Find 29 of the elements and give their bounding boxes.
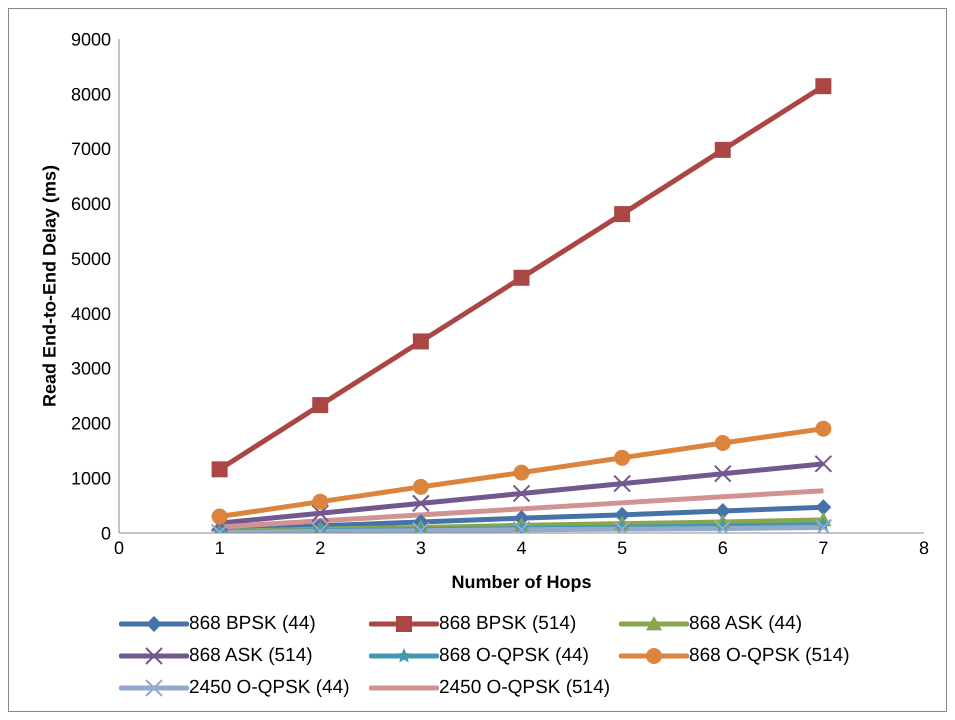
y-axis-title: Read End-to-End Delay (ms) [39,164,60,408]
legend-label: 868 ASK (44) [689,613,802,635]
y-tick-label: 8000 [70,84,111,104]
legend-label: 868 BPSK (44) [189,613,316,635]
legend-label: 868 O-QPSK (514) [689,645,850,667]
y-tick-label: 0 [100,523,111,544]
y-tick-label: 7000 [70,139,111,160]
y-tick-label: 9000 [70,29,111,50]
legend-label: 868 O-QPSK (44) [439,645,589,667]
x-tick-label: 7 [818,538,828,558]
y-tick-label: 3000 [70,358,111,379]
x-tick-label: 4 [516,538,527,558]
x-tick-label: 2 [315,538,326,558]
y-tick-label: 2000 [70,414,111,434]
x-tick-label: 6 [718,538,728,558]
x-tick-label: 1 [214,538,225,558]
y-tick-label: 5000 [70,248,111,269]
legend-label: 868 ASK (514) [189,645,313,667]
x-tick-label: 8 [918,538,930,558]
x-axis-title: Number of Hops [451,572,592,592]
y-tick-label: 6000 [70,194,111,214]
x-tick-label: 3 [416,538,426,558]
y-tick-label: 1000 [70,468,111,488]
legend-label: 868 BPSK (514) [439,613,576,635]
y-tick-label: 4000 [70,304,111,324]
legend-label: 2450 O-QPSK (44) [189,677,350,699]
x-tick-label: 5 [617,538,628,558]
x-tick-label: 0 [114,538,124,558]
legend-label: 2450 O-QPSK (514) [439,677,610,699]
